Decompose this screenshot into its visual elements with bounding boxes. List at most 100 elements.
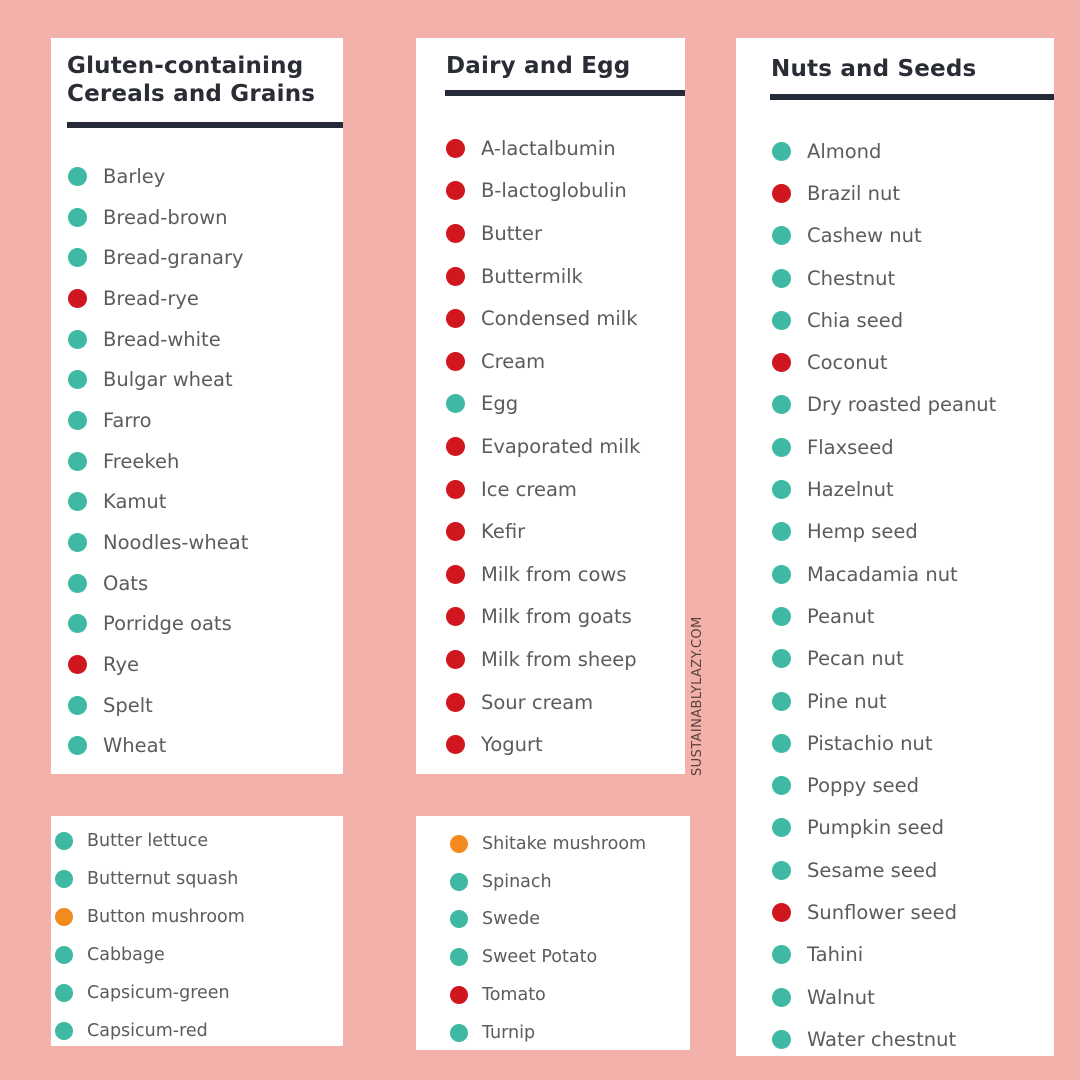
status-dot-safe-icon (772, 691, 791, 711)
item-list: Butter lettuce Butternut squash Button mus… (55, 822, 245, 1050)
status-dot-safe-icon (68, 329, 87, 349)
item-label: Butter lettuce (87, 831, 209, 851)
list-item: Spelt (68, 685, 248, 726)
status-dot-safe-icon (68, 695, 87, 715)
item-label: Button mushroom (87, 907, 245, 927)
status-dot-avoid-icon (446, 223, 465, 243)
watermark-text: SUSTAINABLYLAZY.COM (690, 616, 705, 776)
list-item: Cashew nut (772, 215, 996, 257)
item-list: Barley Bread-brown Bread-granary Bread-rye B… (68, 156, 248, 766)
item-label: Evaporated milk (481, 434, 641, 458)
status-dot-safe-icon (68, 573, 87, 593)
item-label: Tahini (807, 943, 864, 967)
list-item: Freekeh (68, 441, 248, 482)
item-label: Bread-brown (103, 205, 228, 229)
status-dot-safe-icon (772, 268, 791, 288)
status-dot-safe-icon (68, 451, 87, 471)
status-dot-safe-icon (450, 872, 468, 891)
item-list: Shitake mushroom Spinach Swede Sweet Potato… (450, 825, 646, 1052)
list-item: Bread-white (68, 319, 248, 360)
item-label: Flaxseed (807, 435, 894, 459)
item-label: Poppy seed (807, 774, 920, 798)
status-dot-safe-icon (772, 987, 791, 1007)
status-dot-safe-icon (772, 776, 791, 796)
status-dot-avoid-icon (446, 735, 465, 755)
item-label: Cashew nut (807, 224, 922, 248)
item-label: Pumpkin seed (807, 816, 944, 840)
status-dot-safe-icon (68, 207, 87, 227)
item-label: Milk from goats (481, 605, 632, 629)
item-label: Butternut squash (87, 869, 239, 889)
item-label: Spinach (482, 871, 552, 892)
list-item: Capsicum-red (55, 1012, 245, 1050)
status-dot-safe-icon (772, 437, 791, 457)
item-label: Buttermilk (481, 264, 583, 288)
status-dot-safe-icon (55, 946, 73, 964)
item-label: Egg (481, 392, 519, 416)
item-label: Dry roasted peanut (807, 393, 997, 417)
status-dot-avoid-icon (446, 181, 465, 201)
item-label: Bulgar wheat (103, 368, 233, 392)
status-dot-avoid-icon (772, 353, 791, 373)
list-item: Wheat (68, 726, 248, 767)
item-label: Hemp seed (807, 520, 918, 544)
list-item: Egg (446, 383, 640, 426)
list-item: Tahini (772, 934, 996, 976)
list-item: Bread-rye (68, 278, 248, 319)
status-dot-safe-icon (68, 410, 87, 430)
item-label: Chestnut (807, 266, 896, 290)
status-dot-avoid-icon (772, 902, 791, 922)
item-label: Butter (481, 221, 543, 245)
list-item: Condensed milk (446, 297, 640, 340)
item-label: Sesame seed (807, 858, 938, 882)
status-dot-safe-icon (772, 860, 791, 880)
status-dot-avoid-icon (446, 692, 465, 712)
list-item: Milk from cows (446, 553, 640, 596)
status-dot-caution-icon (450, 834, 468, 853)
status-dot-safe-icon (68, 736, 87, 756)
item-label: Freekeh (103, 449, 180, 473)
list-item: B-lactoglobulin (446, 170, 640, 213)
list-item: Macadamia nut (772, 553, 996, 595)
item-label: Almond (807, 139, 882, 163)
list-item: Hemp seed (772, 511, 996, 553)
status-dot-caution-icon (55, 908, 73, 926)
list-item: Kefir (446, 510, 640, 553)
item-label: Capsicum-red (87, 1021, 208, 1041)
item-label: Oats (103, 571, 149, 595)
list-item: Oats (68, 563, 248, 604)
list-item: Butter lettuce (55, 822, 245, 860)
item-label: A-lactalbumin (481, 136, 616, 160)
dairy-egg-card: Dairy and Egg A-lactalbumin B-lactoglobul… (416, 38, 685, 774)
gluten-cereals-card: Gluten-containing Cereals and Grains Bar… (51, 38, 343, 774)
list-item: Buttermilk (446, 255, 640, 298)
status-dot-avoid-icon (446, 607, 465, 627)
status-dot-safe-icon (772, 649, 791, 669)
item-label: Tomato (482, 985, 546, 1006)
list-item: Bulgar wheat (68, 359, 248, 400)
item-label: Bread-granary (103, 246, 244, 270)
item-list: Almond Brazil nut Cashew nut Chestnut Chia s… (772, 130, 996, 1061)
list-item: Spinach (450, 863, 646, 901)
status-dot-safe-icon (55, 1022, 73, 1040)
status-dot-avoid-icon (446, 266, 465, 286)
item-label: Condensed milk (481, 307, 638, 331)
list-item: Water chestnut (772, 1018, 996, 1060)
list-item: Almond (772, 130, 996, 172)
list-item: A-lactalbumin (446, 127, 640, 170)
item-label: Chia seed (807, 308, 904, 332)
list-item: Sour cream (446, 681, 640, 724)
list-item: Milk from sheep (446, 638, 640, 681)
list-item: Chestnut (772, 257, 996, 299)
list-item: Ice cream (446, 468, 640, 511)
item-label: Wheat (103, 734, 167, 758)
list-item: Bread-granary (68, 237, 248, 278)
status-dot-avoid-icon (446, 138, 465, 158)
list-item: Butternut squash (55, 860, 245, 898)
item-label: Pistachio nut (807, 731, 933, 755)
list-item: Milk from goats (446, 596, 640, 639)
item-label: Barley (103, 164, 166, 188)
title-underline (445, 90, 685, 96)
list-item: Swede (450, 901, 646, 939)
item-label: Turnip (482, 1022, 536, 1043)
